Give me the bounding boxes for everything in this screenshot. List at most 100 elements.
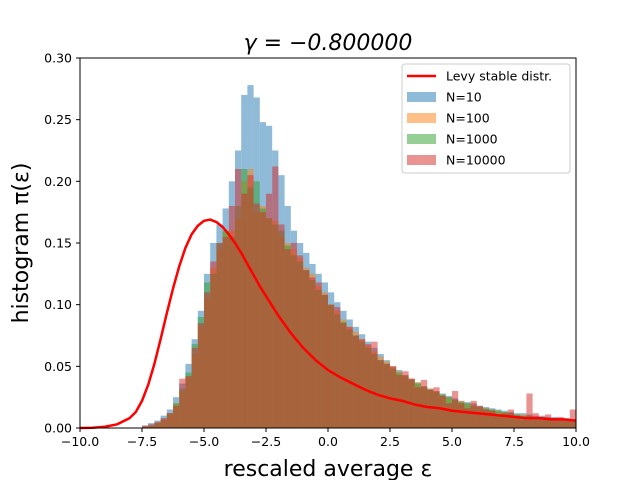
legend: Levy stable distr. N=10 N=100 N=1000 N=10000 [401,63,571,174]
histogram-bar [520,419,527,428]
histogram-bar [284,249,291,428]
histogram-bar [470,400,477,428]
x-tick-label: −2.5 [251,434,281,449]
legend-patch-swatch [407,92,436,102]
y-tick-label: 0.20 [44,174,72,189]
histogram-bar [390,366,397,428]
legend-label: N=10000 [446,153,506,168]
legend-patch-swatch [407,155,436,165]
histogram-bar [191,347,198,428]
histogram-bar [142,425,149,428]
histogram-bar [340,323,347,428]
histogram-bar [439,395,446,428]
x-tick-label: −7.5 [127,434,157,449]
histogram-bar [334,307,341,428]
x-tick-label: 5.0 [442,434,462,449]
curve-layer [79,218,577,430]
histogram-bar [371,341,378,428]
histogram-bar [154,421,161,428]
histogram-bar [303,270,310,428]
histogram-bar [216,243,223,428]
x-tick-label: −10.0 [61,434,99,449]
histogram-bar [359,339,366,428]
legend-label: N=1000 [446,132,498,147]
chart-title: γ = −0.800000 [244,31,413,56]
y-axis-ticks: 0.00 0.05 0.10 0.15 0.20 0.25 0.30 [44,51,80,436]
histogram-bar [414,387,421,428]
histogram-bar [346,326,353,428]
histogram-bar [489,410,496,428]
histogram-bars [142,85,576,428]
histogram-bar [272,166,279,428]
legend-items: Levy stable distr. N=10 N=100 N=1000 N=10000 [407,69,552,168]
legend-label: N=100 [446,111,490,126]
histogram-bar [402,371,409,428]
histogram-bar [148,424,155,428]
histogram-bar [551,418,558,428]
histogram-bar [365,344,372,428]
histogram-bar [507,409,514,428]
y-tick-label: 0.30 [44,51,72,66]
y-tick-label: 0.00 [44,421,72,436]
histogram-bar [563,420,570,428]
x-tick-label: 10.0 [562,434,590,449]
histogram-bar [160,418,167,428]
y-axis-label: histogram π(ε) [9,163,34,324]
histogram-bar [222,236,229,428]
histogram-bar [427,389,434,428]
x-tick-label: 0.0 [318,434,338,449]
histogram-bar [228,206,235,428]
histogram-bar [501,413,508,428]
histogram-bar [377,360,384,428]
x-axis-label: rescaled average ε [224,457,433,480]
histogram-bar [514,415,521,428]
histogram-bar [235,169,242,428]
histogram-bar [321,294,328,428]
histogram-bar [309,277,316,428]
legend-label: N=10 [446,90,482,105]
histogram-bar [545,414,552,428]
histogram-bar [247,175,254,428]
histogram-bar [253,203,260,428]
x-axis-ticks: −10.0 −7.5 −5.0 −2.5 0.0 2.5 5.0 7.5 10.0 [61,428,590,449]
y-tick-label: 0.05 [44,359,72,374]
x-tick-label: 7.5 [504,434,524,449]
histogram-bar [297,255,304,428]
legend-patch-swatch [407,134,436,144]
histogram-bar [532,413,539,428]
histogram-bar [445,403,452,428]
histogram-bar [476,405,483,428]
histogram-bar [259,212,266,428]
histogram-bar [185,376,192,428]
histogram-bar [266,193,273,428]
histogram-bar [278,224,285,428]
histogram-bar [538,416,545,428]
histogram-bar [173,405,180,428]
y-tick-label: 0.15 [44,236,72,251]
histogram-bar [452,391,459,428]
histogram-bar [315,282,322,428]
histogram-bar [179,378,186,428]
histogram-bar [166,413,173,428]
histogram-bar [210,261,217,428]
histogram-bar [328,304,335,428]
y-tick-label: 0.25 [44,112,72,127]
histogram-bar [421,379,428,428]
histogram-bar [526,393,533,428]
levy-stable-curve [79,218,577,430]
histogram-bar [241,193,248,428]
histogram-bar [557,416,564,428]
x-tick-label: 2.5 [380,434,400,449]
legend-patch-swatch [407,113,436,123]
histogram-bar [464,408,471,428]
histogram-bar [204,292,211,428]
histogram-bar [495,414,502,428]
legend-label: Levy stable distr. [446,69,552,84]
histogram-bar [197,323,204,428]
histogram-bar [352,335,359,428]
histogram-bar [458,403,465,428]
y-tick-label: 0.10 [44,297,72,312]
histogram-bar [483,409,490,428]
histogram-bar [569,409,576,428]
